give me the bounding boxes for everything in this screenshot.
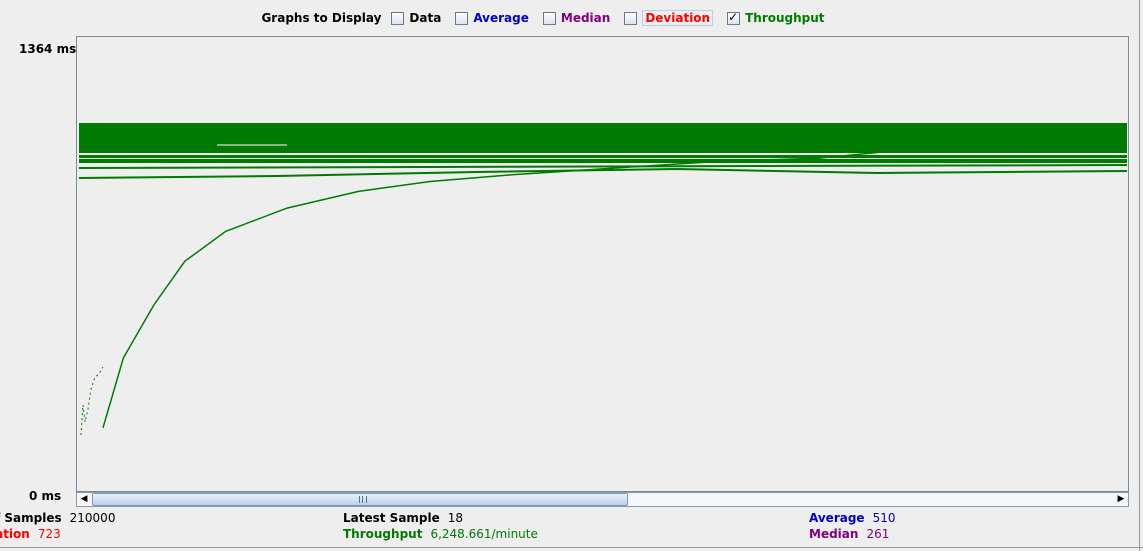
window-right-border: [1139, 0, 1140, 551]
scroll-left-arrow-icon[interactable]: ◀: [80, 494, 88, 504]
graphs-to-display-title: Graphs to Display: [261, 11, 382, 25]
checkbox-data-box[interactable]: [391, 11, 405, 25]
checkbox-throughput-box[interactable]: [727, 10, 741, 25]
checkbox-data[interactable]: Data: [391, 11, 441, 25]
stat-throughput-label: Throughput: [343, 527, 423, 541]
checkbox-average-box[interactable]: [455, 11, 469, 25]
scrollbar-thumb[interactable]: [92, 493, 628, 506]
stat-throughput-value: 6,248.661/minute: [430, 527, 538, 541]
stats-panel: f Samples 210000 Latest Sample 18 Average 5…: [0, 510, 1143, 550]
throughput-early-spikes: [80, 366, 104, 436]
checkbox-median[interactable]: Median: [542, 11, 611, 25]
throughput-band-4: [78, 164, 1128, 169]
stat-latest: Latest Sample 18: [343, 511, 463, 525]
checkbox-throughput[interactable]: Throughput: [727, 10, 825, 25]
graphs-to-display-bar: Graphs to Display Data Average Median De…: [0, 8, 1100, 28]
checkbox-deviation-label[interactable]: Deviation: [642, 10, 714, 26]
checkbox-data-label[interactable]: Data: [409, 11, 442, 25]
stat-average-label: Average: [809, 511, 865, 525]
stat-latest-value: 18: [447, 511, 464, 525]
checkbox-throughput-label[interactable]: Throughput: [745, 11, 825, 25]
throughput-band-2: [79, 155, 1127, 158]
checkbox-median-box[interactable]: [542, 11, 556, 25]
graph-plot-area: [76, 36, 1129, 492]
stat-samples-value: 210000: [69, 511, 116, 525]
stat-deviation-label: iation: [0, 527, 30, 541]
stat-average: Average 510: [809, 511, 895, 525]
throughput-band: [79, 123, 1127, 153]
stat-median-value: 261: [866, 527, 890, 541]
window-bottom-border: [0, 547, 1143, 548]
graph-svg: [78, 123, 1128, 436]
scrollbar-grip-icon: [359, 496, 367, 503]
y-axis-max-label: 1364 ms: [19, 42, 77, 56]
stat-deviation: iation 723: [0, 527, 61, 541]
scroll-right-arrow-icon[interactable]: ▶: [1117, 494, 1125, 504]
checkbox-median-label[interactable]: Median: [560, 11, 611, 25]
stat-average-value: 510: [872, 511, 896, 525]
checkbox-average[interactable]: Average: [455, 11, 529, 25]
throughput-band-3: [79, 159, 1127, 163]
checkbox-deviation-box[interactable]: [624, 11, 638, 25]
stat-throughput: Throughput 6,248.661/minute: [343, 527, 538, 541]
throughput-band-5: [78, 167, 1128, 179]
stat-median: Median 261: [809, 527, 889, 541]
y-axis-min-label: 0 ms: [29, 489, 62, 503]
stat-samples-label: f Samples: [0, 511, 62, 525]
stat-latest-label: Latest Sample: [343, 511, 440, 525]
checkbox-deviation[interactable]: Deviation: [624, 10, 714, 26]
stat-samples: f Samples 210000: [0, 511, 115, 525]
horizontal-scrollbar[interactable]: ◀ ▶: [76, 492, 1129, 507]
throughput-series-line: [102, 134, 1126, 429]
checkbox-average-label[interactable]: Average: [473, 11, 529, 25]
stat-deviation-value: 723: [37, 527, 61, 541]
stat-median-label: Median: [809, 527, 859, 541]
